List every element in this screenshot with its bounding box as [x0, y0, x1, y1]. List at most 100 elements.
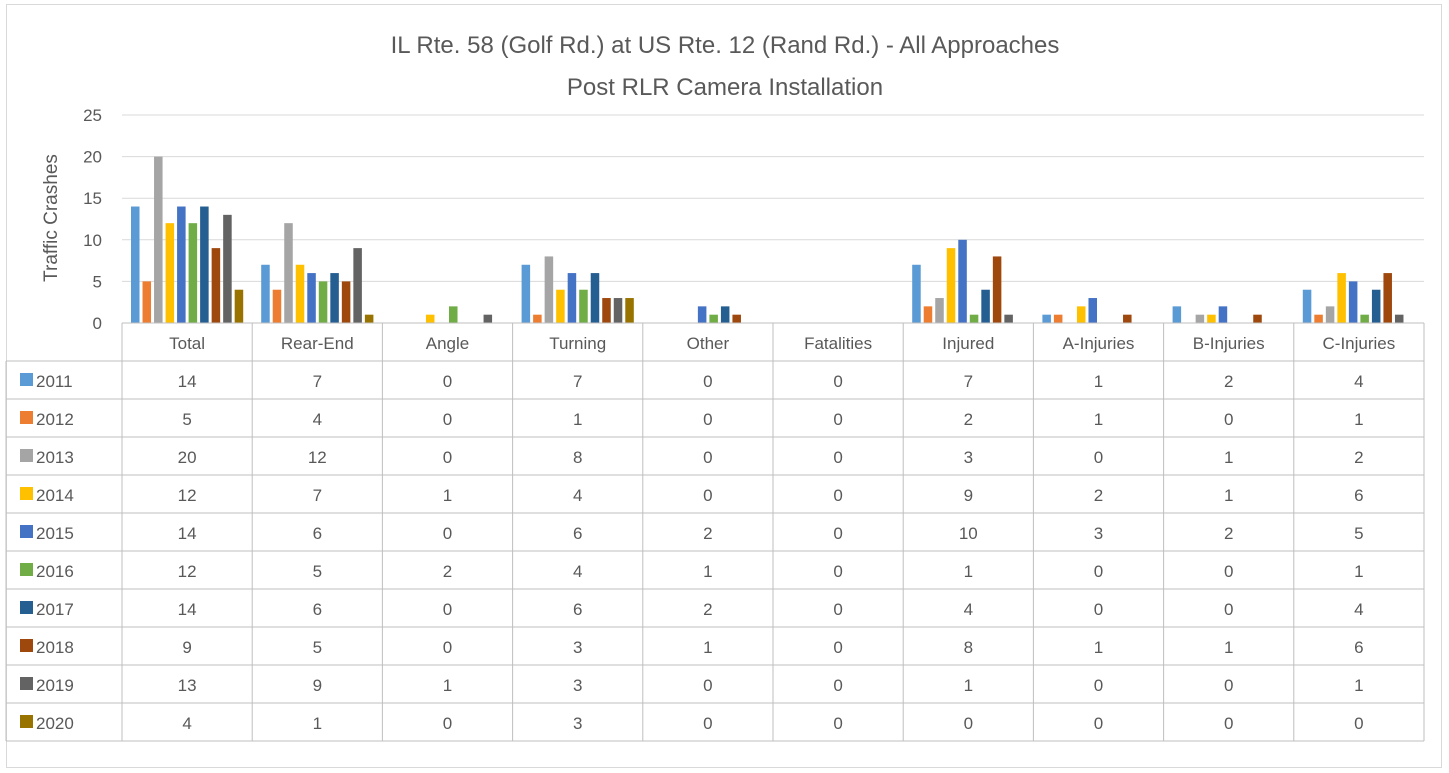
x-tick-label: B-Injuries — [1193, 334, 1265, 353]
x-tick-label: Injured — [942, 334, 994, 353]
x-tick-label: A-Injuries — [1063, 334, 1135, 353]
data-label: 1 — [1354, 562, 1363, 581]
data-label: 0 — [1224, 676, 1233, 695]
legend-swatch — [20, 525, 33, 538]
data-label: 0 — [833, 676, 842, 695]
data-label: 0 — [1094, 714, 1103, 733]
data-label: 9 — [182, 638, 191, 657]
data-label: 0 — [703, 448, 712, 467]
bar — [165, 223, 175, 323]
bar-layer — [131, 156, 1404, 323]
data-label: 0 — [833, 714, 842, 733]
bar — [449, 306, 458, 323]
legend-swatch — [20, 677, 33, 690]
bar — [709, 314, 718, 323]
bar — [981, 289, 990, 323]
data-label: 5 — [313, 562, 322, 581]
data-label: 1 — [443, 486, 452, 505]
x-tick-label: Other — [687, 334, 730, 353]
bar — [732, 314, 741, 323]
bar — [154, 156, 163, 323]
data-label: 2 — [1094, 486, 1103, 505]
data-label: 0 — [1224, 600, 1233, 619]
data-label: 0 — [443, 372, 452, 391]
data-label: 5 — [1354, 524, 1363, 543]
bar — [1123, 314, 1132, 323]
bar — [533, 314, 542, 323]
data-label: 1 — [1354, 410, 1363, 429]
data-label: 0 — [833, 486, 842, 505]
data-label: 3 — [573, 638, 582, 657]
data-label: 6 — [1354, 486, 1363, 505]
data-label: 0 — [443, 638, 452, 657]
bar — [177, 206, 186, 323]
data-label: 13 — [178, 676, 197, 695]
data-label: 2 — [964, 410, 973, 429]
bar — [307, 273, 316, 323]
data-label: 4 — [313, 410, 322, 429]
data-label: 6 — [313, 600, 322, 619]
y-tick-label: 10 — [83, 231, 102, 250]
data-label: 1 — [703, 562, 712, 581]
bar — [992, 256, 1002, 323]
bar — [544, 256, 554, 323]
y-tick-label: 0 — [93, 314, 102, 333]
data-label: 4 — [573, 486, 582, 505]
legend-swatch — [20, 563, 33, 576]
data-label: 20 — [178, 448, 197, 467]
data-label: 0 — [443, 448, 452, 467]
data-label: 2 — [703, 600, 712, 619]
data-label: 4 — [573, 562, 582, 581]
data-label: 0 — [1224, 714, 1233, 733]
bar — [200, 206, 209, 323]
legend-label: 2019 — [36, 676, 74, 695]
data-label: 9 — [964, 486, 973, 505]
data-label: 0 — [443, 600, 452, 619]
data-label: 1 — [964, 562, 973, 581]
data-label: 0 — [833, 448, 842, 467]
legend-label: 2014 — [36, 486, 74, 505]
data-label: 12 — [178, 562, 197, 581]
data-label: 7 — [964, 372, 973, 391]
chart-subtitle: Post RLR Camera Installation — [567, 74, 883, 101]
grid-layer: 0 5 10 15 20 25 — [83, 106, 1424, 333]
data-label: 0 — [1094, 600, 1103, 619]
bar — [318, 281, 328, 323]
bar — [613, 298, 623, 323]
data-label: 12 — [308, 448, 327, 467]
data-label: 3 — [964, 448, 973, 467]
bar — [211, 248, 221, 323]
bar — [1302, 289, 1312, 323]
data-label: 4 — [1354, 600, 1363, 619]
data-label: 0 — [1224, 410, 1233, 429]
bar — [1088, 298, 1097, 323]
legend-swatch — [20, 601, 33, 614]
data-label: 8 — [964, 638, 973, 657]
legend-swatch — [20, 639, 33, 652]
data-label: 0 — [443, 410, 452, 429]
data-label: 14 — [178, 600, 197, 619]
data-label: 2 — [1354, 448, 1363, 467]
data-label: 1 — [313, 714, 322, 733]
bar — [1337, 273, 1346, 323]
data-label: 0 — [1354, 714, 1363, 733]
data-label: 0 — [1094, 448, 1103, 467]
data-label: 9 — [313, 676, 322, 695]
data-label: 0 — [703, 676, 712, 695]
data-label: 2 — [443, 562, 452, 581]
data-label: 10 — [959, 524, 978, 543]
legend-swatch — [20, 487, 33, 500]
data-label: 0 — [703, 486, 712, 505]
data-label: 0 — [833, 524, 842, 543]
data-label: 1 — [1224, 486, 1233, 505]
y-tick-label: 20 — [83, 148, 102, 167]
bar — [1394, 314, 1404, 323]
bar — [295, 264, 305, 323]
legend-label: 2013 — [36, 448, 74, 467]
data-label: 3 — [573, 714, 582, 733]
data-label: 0 — [703, 372, 712, 391]
data-label: 1 — [703, 638, 712, 657]
data-label: 0 — [1224, 562, 1233, 581]
x-tick-label: Fatalities — [804, 334, 872, 353]
